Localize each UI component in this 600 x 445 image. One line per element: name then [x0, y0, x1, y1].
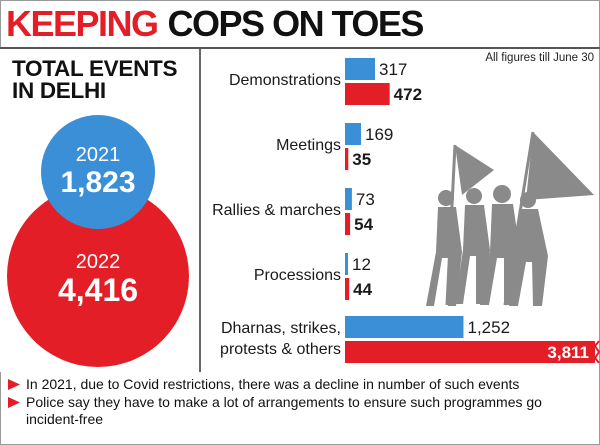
circle-2021-year: 2021 — [75, 144, 121, 166]
value-label-2022: 3,811 — [547, 343, 589, 362]
value-label-2021: 1,252 — [467, 318, 510, 337]
circle-2021-value: 1,823 — [60, 166, 136, 199]
footnote-text: In 2021, due to Covid restrictions, ther… — [26, 376, 520, 392]
protesters-silhouette-icon — [426, 131, 594, 306]
value-label-2022: 472 — [394, 85, 422, 104]
value-label-2022: 54 — [354, 215, 373, 234]
footnote-item: Police say they have to make a lot of ar… — [6, 394, 594, 428]
headline-black: COPS ON TOES — [167, 3, 425, 44]
arrow-right-icon — [8, 397, 20, 408]
bar-2021 — [345, 316, 464, 338]
category-label: Meetings — [276, 137, 341, 154]
bar-2021 — [345, 58, 375, 80]
bar-2021 — [345, 123, 361, 145]
headline: KEEPING COPS ON TOES — [6, 2, 425, 46]
category-label: Dharnas, strikes, protests & others — [220, 320, 341, 358]
panel-divider — [199, 49, 201, 372]
value-label-2022: 35 — [352, 150, 371, 169]
bar-2022 — [345, 278, 350, 300]
value-label-2021: 12 — [352, 255, 371, 274]
value-label-2021: 73 — [356, 190, 375, 209]
value-label-2021: 169 — [365, 125, 393, 144]
arrow-right-icon — [8, 379, 20, 390]
value-label-2022: 44 — [353, 280, 372, 299]
footnote-item: In 2021, due to Covid restrictions, ther… — [6, 376, 594, 393]
total-events-title: TOTAL EVENTS IN DELHI — [12, 56, 178, 103]
circle-2022-year: 2022 — [75, 251, 121, 273]
chart-layer: Demonstrations 317 472 Meetings 169 35 Rallies… — [212, 58, 600, 364]
headline-rule — [0, 47, 600, 49]
category-label: Demonstrations — [229, 72, 341, 89]
bar-2021 — [345, 253, 348, 275]
category-label: Rallies & marches — [212, 202, 341, 219]
headline-red: KEEPING — [6, 3, 159, 44]
footnote-text: Police say they have to make a lot of ar… — [26, 394, 542, 427]
bar-2022 — [345, 83, 390, 105]
category-label: Processions — [254, 267, 341, 284]
bar-2021 — [345, 188, 352, 210]
bar-2022 — [345, 213, 351, 235]
axis-break-icon — [593, 340, 600, 364]
bar-2022 — [345, 148, 349, 170]
figures-note: All figures till June 30 — [485, 52, 594, 64]
circle-2021: 2021 1,823 — [41, 115, 155, 229]
bar-2022 — [345, 341, 595, 363]
footnotes: In 2021, due to Covid restrictions, ther… — [6, 376, 594, 429]
value-label-2021: 317 — [379, 60, 407, 79]
circle-2022-value: 4,416 — [57, 272, 139, 308]
